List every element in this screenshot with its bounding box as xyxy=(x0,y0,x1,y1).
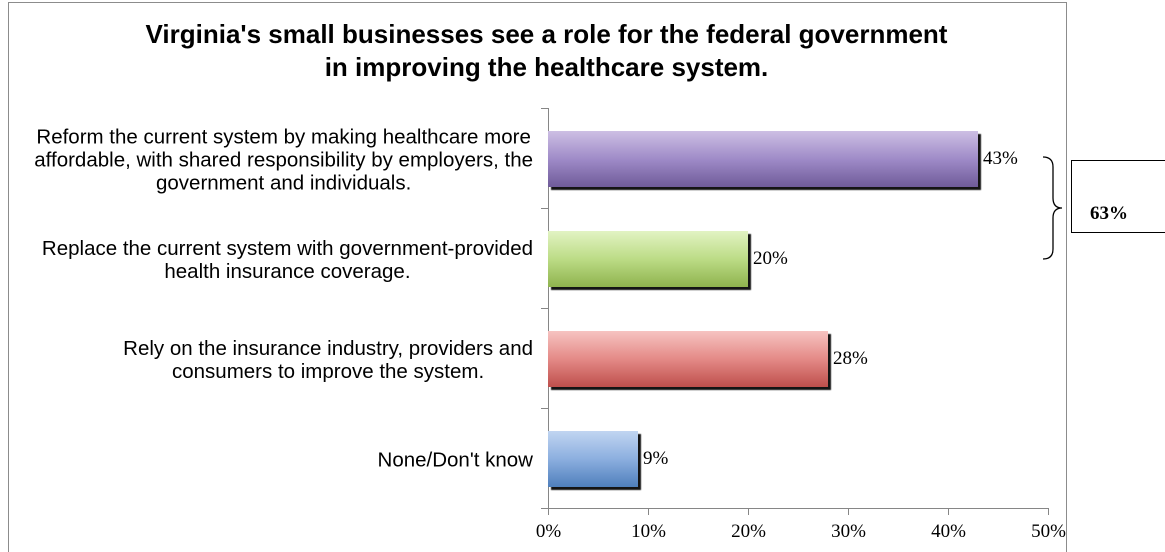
value-axis-tick xyxy=(648,508,649,515)
x-tick-label: 10% xyxy=(631,521,666,542)
data-label-replace-system: 20% xyxy=(753,248,788,269)
value-axis-line xyxy=(548,508,1049,509)
category-axis-tick xyxy=(541,208,548,209)
value-axis-tick xyxy=(848,508,849,515)
category-label-rely-on-industry: Rely on the insurance industry, provider… xyxy=(123,337,533,383)
category-axis-tick xyxy=(541,308,548,309)
data-label-none-dont-know: 9% xyxy=(643,448,669,469)
category-axis-tick xyxy=(541,508,548,509)
category-label-reform-system: Reform the current system by making heal… xyxy=(34,125,533,195)
data-label-rely-on-industry: 28% xyxy=(833,348,868,369)
value-axis-tick xyxy=(748,508,749,515)
x-tick-label: 50% xyxy=(1031,521,1066,542)
x-tick-label: 0% xyxy=(535,521,562,542)
category-axis-tick xyxy=(541,108,548,109)
bar-replace-system xyxy=(548,231,748,287)
value-axis-tick xyxy=(1048,508,1049,515)
category-label-none-dont-know: None/Don't know xyxy=(377,448,533,472)
x-tick-label: 40% xyxy=(931,521,966,542)
bar-rely-on-industry xyxy=(548,331,828,387)
bar-none-dont-know xyxy=(548,431,638,487)
category-axis-line xyxy=(548,108,549,509)
bar-reform-system xyxy=(548,131,978,187)
x-tick-label: 30% xyxy=(831,521,866,542)
callout-total-label: 63% xyxy=(1090,203,1128,224)
x-tick-label: 20% xyxy=(731,521,766,542)
data-label-reform-system: 43% xyxy=(983,148,1018,169)
chart-title: Virginia's small businesses see a role f… xyxy=(145,19,948,82)
value-axis-tick xyxy=(948,508,949,515)
value-axis-tick xyxy=(548,508,549,515)
category-axis-tick xyxy=(541,408,548,409)
chart-area-border xyxy=(8,2,1067,552)
category-label-replace-system: Replace the current system with governme… xyxy=(41,237,533,283)
callout-box: 63% xyxy=(1071,160,1165,233)
